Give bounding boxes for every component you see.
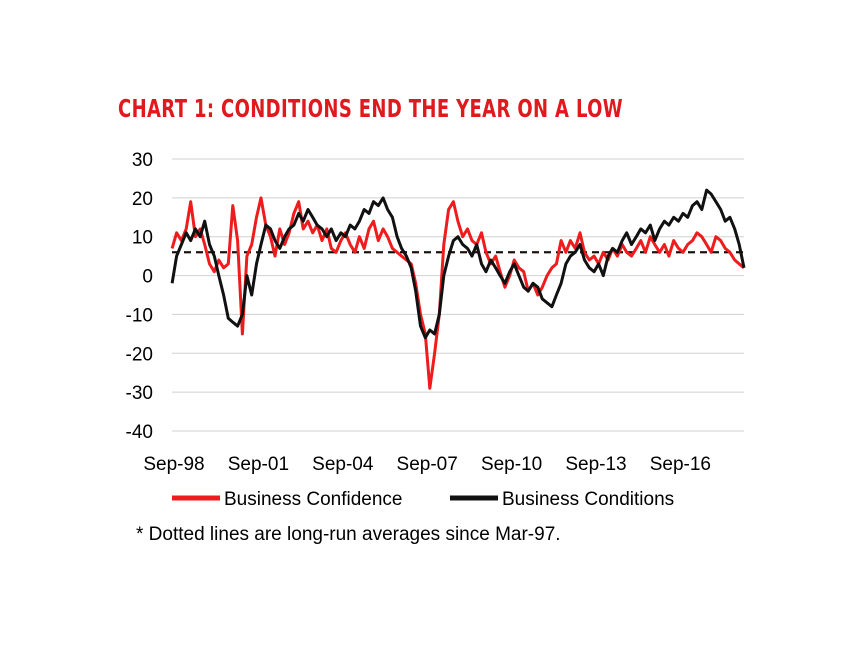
y-tick-label: 10 — [132, 228, 153, 249]
y-tick-label: -20 — [126, 344, 153, 365]
y-tick-label: -40 — [126, 422, 153, 443]
legend-label: Business Conditions — [502, 489, 674, 510]
x-tick-label: Sep-10 — [481, 454, 542, 475]
footnote: * Dotted lines are long-run averages sin… — [136, 524, 561, 545]
y-tick-label: -10 — [126, 305, 153, 326]
x-axis-ticks: Sep-98 Sep-01 Sep-04 Sep-07 Sep-10 Sep-13 Sep-… — [143, 454, 711, 475]
legend-label: Business Confidence — [224, 489, 403, 510]
x-tick-label: Sep-13 — [565, 454, 626, 475]
y-tick-label: 20 — [132, 189, 153, 210]
y-tick-label: -30 — [126, 383, 153, 404]
y-tick-label: 0 — [142, 267, 153, 288]
x-tick-label: Sep-04 — [312, 454, 374, 475]
series-line-0 — [170, 196, 745, 390]
x-tick-label: Sep-98 — [143, 454, 204, 475]
series-lines — [170, 188, 746, 390]
y-axis-ticks: 30 20 10 0 -10 -20 -30 -40 — [126, 150, 153, 443]
series-line-1 — [170, 188, 746, 340]
x-tick-label: Sep-07 — [397, 454, 458, 475]
legend: Business Confidence Business Conditions — [172, 489, 674, 510]
y-tick-label: 30 — [132, 150, 153, 171]
x-tick-label: Sep-01 — [228, 454, 289, 475]
x-tick-label: Sep-16 — [650, 454, 711, 475]
chart-title: CHART 1: CONDITIONS END THE YEAR ON A LO… — [118, 94, 624, 123]
gridlines — [172, 158, 744, 432]
